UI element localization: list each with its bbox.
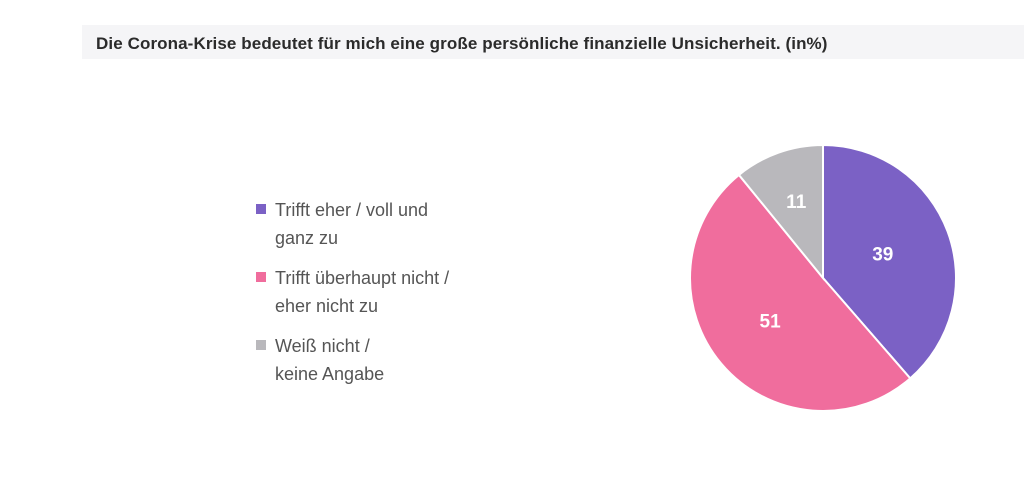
pie-slice-1: [689, 173, 912, 412]
legend-label-0-line-1: Trifft eher / voll und: [275, 200, 429, 220]
legend-label-2-line-2: keine Angabe: [275, 364, 385, 384]
legend-item-1: Trifft überhaupt nicht / eher nicht zu: [256, 264, 516, 320]
pie-slice-label-2: 11: [786, 192, 807, 213]
pie-slice-label-0: 39: [872, 245, 893, 266]
pie-slice-2: [737, 143, 824, 281]
legend-swatch-1: [256, 272, 266, 282]
legend-swatch-2: [256, 340, 266, 350]
pie-slice-0: [822, 143, 957, 380]
legend-item-2: Weiß nicht / keine Angabe: [256, 332, 516, 388]
chart-title: Die Corona-Krise bedeutet für mich eine …: [96, 34, 828, 53]
pie-slice-label-1: 51: [760, 312, 782, 333]
legend-label-1-line-2: eher nicht zu: [275, 296, 379, 316]
legend: Trifft eher / voll und ganz zu Trifft üb…: [256, 196, 516, 400]
legend-item-0: Trifft eher / voll und ganz zu: [256, 196, 516, 252]
legend-label-0-line-2: ganz zu: [275, 228, 339, 248]
legend-swatch-0: [256, 204, 266, 214]
legend-label-1-line-1: Trifft überhaupt nicht /: [275, 268, 450, 288]
pie-chart: 39 51 11: [689, 143, 957, 412]
title-bar: [82, 25, 1024, 59]
legend-label-2-line-1: Weiß nicht /: [275, 336, 370, 356]
